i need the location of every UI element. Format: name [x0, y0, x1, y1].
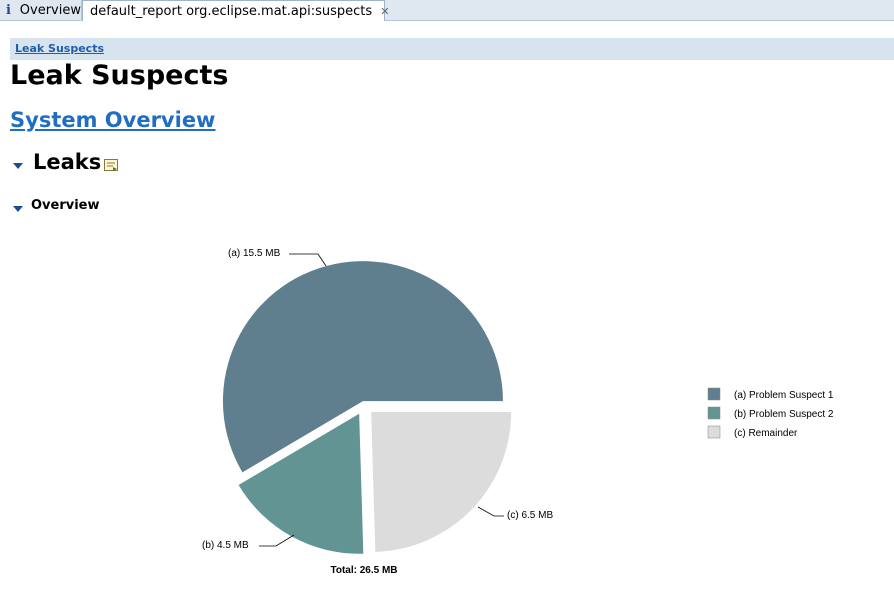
pie-total-label: Total: 26.5 MB — [330, 565, 397, 576]
breadcrumb: Leak Suspects — [10, 38, 894, 60]
details-icon[interactable] — [104, 158, 119, 172]
tab-default-report[interactable]: default_report org.eclipse.mat.api:suspe… — [82, 0, 389, 21]
close-tab-icon[interactable]: ✕ — [380, 4, 390, 18]
info-icon: i — [6, 2, 11, 18]
legend-entry: (c) Remainder — [734, 428, 798, 439]
legend-swatch — [707, 425, 721, 439]
legend-swatch — [707, 406, 721, 420]
pie-slice — [222, 261, 503, 473]
legend-swatch — [707, 387, 721, 401]
pie-label-leader-line — [477, 506, 504, 517]
leaks-collapse-icon[interactable] — [13, 163, 23, 169]
pie-label-leader-line — [289, 253, 327, 267]
pie-slice — [238, 413, 364, 554]
overview-collapse-icon[interactable] — [13, 206, 23, 212]
tab-overview-label: Overview — [19, 2, 81, 18]
pie-label-leader-line — [259, 534, 295, 547]
system-overview-link[interactable]: System Overview — [10, 108, 216, 132]
legend-entry: (a) Problem Suspect 1 — [734, 390, 834, 401]
tab-overview[interactable]: i Overview — [0, 0, 82, 20]
page-title: Leak Suspects — [10, 60, 229, 91]
leaks-heading: Leaks — [33, 150, 102, 174]
tab-default-report-label: default_report org.eclipse.mat.api:suspe… — [90, 3, 373, 19]
pie-slice-label: (a) 15.5 MB — [228, 248, 281, 259]
pie-slice-label: (c) 6.5 MB — [507, 510, 553, 521]
editor-tab-bar: i Overview default_report org.eclipse.ma… — [0, 0, 894, 21]
pie-slice — [371, 411, 512, 552]
breadcrumb-leak-suspects-link[interactable]: Leak Suspects — [15, 42, 104, 55]
legend-entry: (b) Problem Suspect 2 — [734, 409, 834, 420]
pie-slice-label: (b) 4.5 MB — [202, 540, 249, 551]
overview-heading: Overview — [31, 198, 100, 213]
